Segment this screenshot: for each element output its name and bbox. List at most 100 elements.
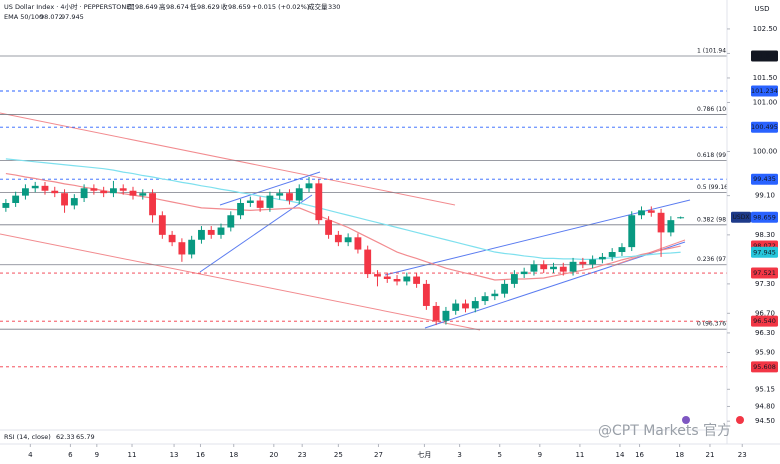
candle-body [677, 217, 685, 219]
price-label-box [751, 50, 778, 62]
rsi-value: 62.33 [56, 433, 75, 441]
candle-body [207, 229, 215, 235]
candle-body [540, 264, 548, 270]
candle-body [481, 296, 489, 302]
candle-body [2, 202, 10, 208]
candle-body [315, 183, 323, 221]
x-tick-label: 27 [374, 451, 383, 459]
rsi-label: RSI (14, close) [4, 433, 51, 441]
candle-body [158, 215, 166, 235]
ema-label: EMA 50/100 [4, 13, 43, 21]
trendline [0, 233, 481, 331]
price-label: 96.540 [753, 317, 776, 325]
candle-body [334, 234, 342, 243]
price-label: 99.435 [753, 175, 776, 183]
x-tick-label: 11 [575, 451, 584, 459]
candle-body [393, 278, 401, 282]
candle-body [559, 266, 567, 272]
candle-body [188, 239, 196, 255]
candle-body [295, 188, 303, 201]
candle-body [579, 261, 587, 265]
candle-body [256, 200, 264, 208]
y-tick-label: 99.10 [755, 192, 775, 200]
price-label-box [751, 267, 778, 279]
currency: USD [755, 5, 770, 13]
candle-body [462, 303, 469, 309]
candle-body [569, 261, 577, 272]
x-tick-label: 13 [170, 451, 179, 459]
trendline [0, 112, 456, 206]
candle-body [237, 202, 244, 216]
candle-body [266, 195, 274, 208]
candle-body [139, 193, 147, 196]
volume-key: 成交量 [308, 2, 328, 11]
candle-body [432, 305, 440, 321]
y-tick-label: 102.50 [753, 25, 778, 33]
y-tick-label: 96.30 [755, 329, 775, 337]
candle-body [530, 264, 538, 272]
x-tick-label: 14 [616, 451, 625, 459]
y-tick-label: 96.70 [755, 309, 775, 317]
event-icon[interactable] [736, 416, 744, 424]
candle-body [129, 190, 137, 196]
candle-body [168, 234, 176, 243]
y-tick-label: 94.80 [755, 402, 775, 410]
x-tick-label: 25 [334, 451, 343, 459]
x-tick-label: 6 [68, 451, 73, 459]
candle-body [22, 188, 29, 196]
x-tick-label: 18 [229, 451, 238, 459]
candle-body [70, 198, 78, 206]
candle-body [51, 190, 59, 194]
price-label: 97.521 [753, 269, 776, 277]
y-tick-label: 98.30 [755, 231, 775, 239]
fib-label: 0.382 (98.505) [697, 216, 742, 223]
candle-body [41, 185, 49, 191]
candle-body [374, 274, 381, 277]
price-label: 97.945 [753, 248, 776, 256]
candle-body [608, 252, 616, 257]
ema-line [5, 172, 681, 281]
ohlc-value: 98.659 [228, 3, 251, 11]
y-tick-label: 101.00 [753, 98, 778, 106]
candle-body [325, 220, 333, 235]
y-tick-label: 101.50 [753, 74, 778, 82]
watermark: @CPT Markets 官方 [598, 423, 731, 439]
symbol-tag: USDX [733, 214, 750, 221]
candle-body [198, 229, 205, 240]
candle-body [383, 276, 391, 279]
price-label: 95.608 [753, 363, 776, 371]
price-label: 100.495 [751, 123, 778, 131]
candle-body [413, 276, 421, 284]
price-label: 101.234 [751, 87, 778, 95]
fib-label: 0.5 (99.162) [697, 184, 734, 191]
candle-body [80, 188, 88, 199]
x-tick-label: 23 [298, 451, 307, 459]
candle-body [501, 283, 509, 294]
candle-body [403, 276, 411, 282]
event-icon[interactable] [682, 416, 690, 424]
volume: 330 [328, 3, 340, 11]
price-label: 101.948 [751, 52, 778, 60]
candle-body [100, 190, 108, 194]
candle-body [638, 210, 645, 216]
price-label-box [751, 173, 778, 185]
x-tick-label: 9 [538, 451, 542, 459]
candle-body [246, 200, 254, 203]
candle-body [618, 247, 626, 253]
fib-label: 1 (101.948) [697, 47, 732, 54]
candle-body [520, 271, 528, 275]
candle-body [471, 301, 479, 309]
plot-area: 1 (101.948) 0.786 (100.756) 0.618 (99.819)… [0, 47, 746, 368]
y-tick-label: 95.90 [755, 349, 775, 357]
candle-body [276, 193, 284, 196]
x-tick-label: 11 [128, 451, 137, 459]
channel-line [219, 171, 321, 206]
x-tick-label: 23 [738, 451, 747, 459]
candle-body [344, 237, 352, 243]
price-label: 98.659 [753, 213, 776, 221]
y-tick-label: 94.50 [755, 417, 775, 425]
x-tick-label: 4 [28, 451, 33, 459]
price-label-box [751, 211, 778, 223]
